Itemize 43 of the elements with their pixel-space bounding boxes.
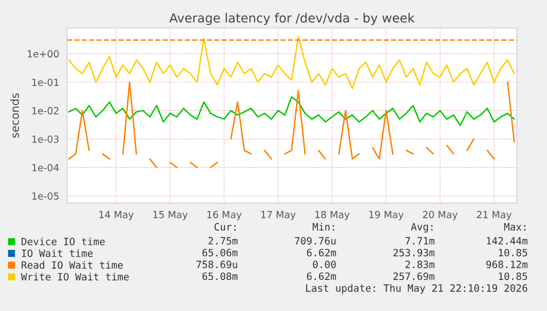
- text: 65.08m: [202, 272, 238, 280]
- chart-title: Average latency for /dev/vda - by week: [169, 12, 415, 26]
- x-tick-label: 15 May: [153, 211, 188, 220]
- text: 6.62m: [306, 248, 336, 256]
- text: 2.83m: [406, 260, 434, 268]
- legend-label: Write IO Wait time: [21, 272, 129, 281]
- x-tick-label: 17 May: [261, 211, 296, 220]
- x-tick-label: 14 May: [99, 211, 134, 220]
- text: 65.06m: [202, 248, 238, 256]
- text: 10.85: [498, 248, 528, 256]
- x-tick-label: 20 May: [422, 210, 458, 220]
- text: 257.69m: [393, 272, 434, 280]
- text: Max:: [504, 223, 526, 231]
- legend-label: Device IO time: [22, 238, 105, 246]
- x-tick-label: 16 May: [207, 210, 242, 220]
- x-tick-label: 18 May: [315, 210, 350, 220]
- text: 0.00: [312, 260, 336, 268]
- line-series: [68, 96, 515, 126]
- y-axis-title: seconds: [10, 93, 19, 138]
- x-tick-label: 21 May: [476, 210, 512, 220]
- y-tick-label: 1e-05: [32, 192, 59, 200]
- y-tick-label: 1e+00: [28, 50, 59, 58]
- text: 968.12m: [486, 260, 528, 268]
- x-tick-label: 19 May: [369, 210, 404, 220]
- y-tick-label: 1e-03: [32, 136, 59, 143]
- text: 758.69u: [196, 260, 238, 268]
- legend-label: IO Wait time: [22, 249, 93, 258]
- text: 709.76u: [294, 237, 336, 245]
- text: 10.85: [498, 272, 528, 280]
- text: Avg:: [410, 223, 432, 233]
- y-tick-label: 1e-04: [32, 164, 59, 172]
- legend-label: Read IO Wait time: [22, 261, 123, 269]
- text: 6.62m: [306, 272, 336, 280]
- line-series: [68, 36, 515, 90]
- text: 7.71m: [405, 237, 434, 244]
- text: Cur:: [214, 223, 236, 231]
- text: Last update: Thu May 21 22:10:19 2026: [306, 284, 528, 294]
- text: 142.44m: [486, 237, 528, 244]
- y-tick-label: 1e-02: [32, 107, 58, 114]
- text: Min:: [312, 222, 334, 230]
- text: 2.75m: [208, 237, 238, 245]
- text: 253.93m: [393, 248, 434, 256]
- y-tick-label: 1e-01: [32, 78, 58, 86]
